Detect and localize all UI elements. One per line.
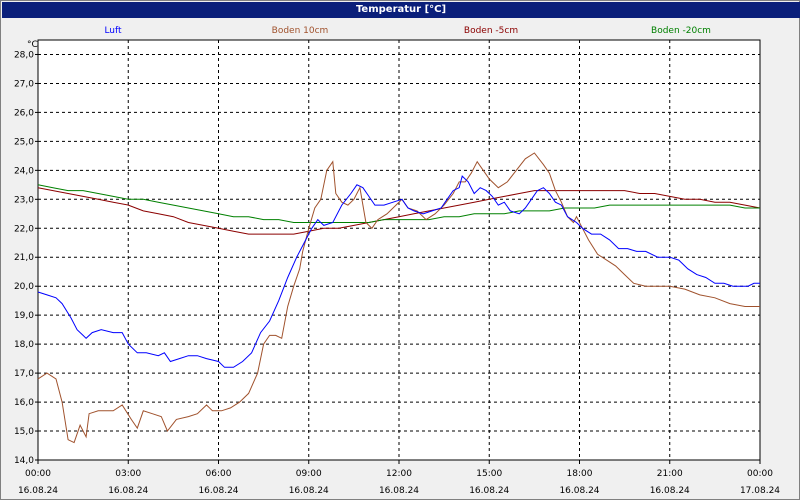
legend-entry: Luft xyxy=(104,26,122,36)
x-tick-time: 03:00 xyxy=(115,469,141,479)
x-tick-date: 16.08.24 xyxy=(650,486,690,496)
y-tick-label: 19,0 xyxy=(14,311,34,321)
x-tick-date: 16.08.24 xyxy=(198,486,238,496)
x-tick-time: 00:00 xyxy=(25,469,51,479)
x-tick-date: 16.08.24 xyxy=(469,486,509,496)
legend-entry: Boden -20cm xyxy=(651,26,711,36)
x-tick-date: 16.08.24 xyxy=(559,486,599,496)
x-tick-time: 21:00 xyxy=(657,469,683,479)
y-tick-label: 15,0 xyxy=(14,427,34,437)
series-line-boden-5cm xyxy=(37,187,761,235)
chart-title: Temperatur [°C] xyxy=(2,2,800,18)
x-tick-time: 18:00 xyxy=(567,469,593,479)
series-line-boden-10cm xyxy=(37,152,760,444)
y-tick-label: 20,0 xyxy=(14,282,34,292)
series-line-boden-20cm xyxy=(37,184,760,223)
x-tick-date: 16.08.24 xyxy=(289,486,329,496)
x-tick-time: 00:00 xyxy=(747,469,773,479)
y-tick-label: 17,0 xyxy=(14,369,34,379)
x-tick-time: 12:00 xyxy=(386,469,412,479)
y-tick-label: 25,0 xyxy=(14,137,34,147)
x-tick-date: 16.08.24 xyxy=(379,486,419,496)
y-tick-label: 26,0 xyxy=(14,108,34,118)
y-tick-label: 14,0 xyxy=(14,456,34,466)
x-tick-time: 06:00 xyxy=(206,469,232,479)
y-tick-label: 23,0 xyxy=(14,195,34,205)
x-tick-date: 16.08.24 xyxy=(108,486,148,496)
x-tick-date: 16.08.24 xyxy=(18,486,58,496)
y-axis-unit: °C xyxy=(27,40,38,50)
x-tick-date: 17.08.24 xyxy=(740,486,780,496)
y-tick-label: 21,0 xyxy=(14,253,34,263)
x-tick-time: 15:00 xyxy=(476,469,502,479)
legend-entry: Boden -5cm xyxy=(464,26,518,36)
x-tick-time: 09:00 xyxy=(296,469,322,479)
y-tick-label: 22,0 xyxy=(14,224,34,234)
series-line-luft xyxy=(37,175,760,368)
y-tick-label: 27,0 xyxy=(14,79,34,89)
y-tick-label: 24,0 xyxy=(14,166,34,176)
y-tick-label: 18,0 xyxy=(14,340,34,350)
y-tick-label: 16,0 xyxy=(14,398,34,408)
y-tick-label: 28,0 xyxy=(14,50,34,60)
legend-entry: Boden 10cm xyxy=(272,26,329,36)
